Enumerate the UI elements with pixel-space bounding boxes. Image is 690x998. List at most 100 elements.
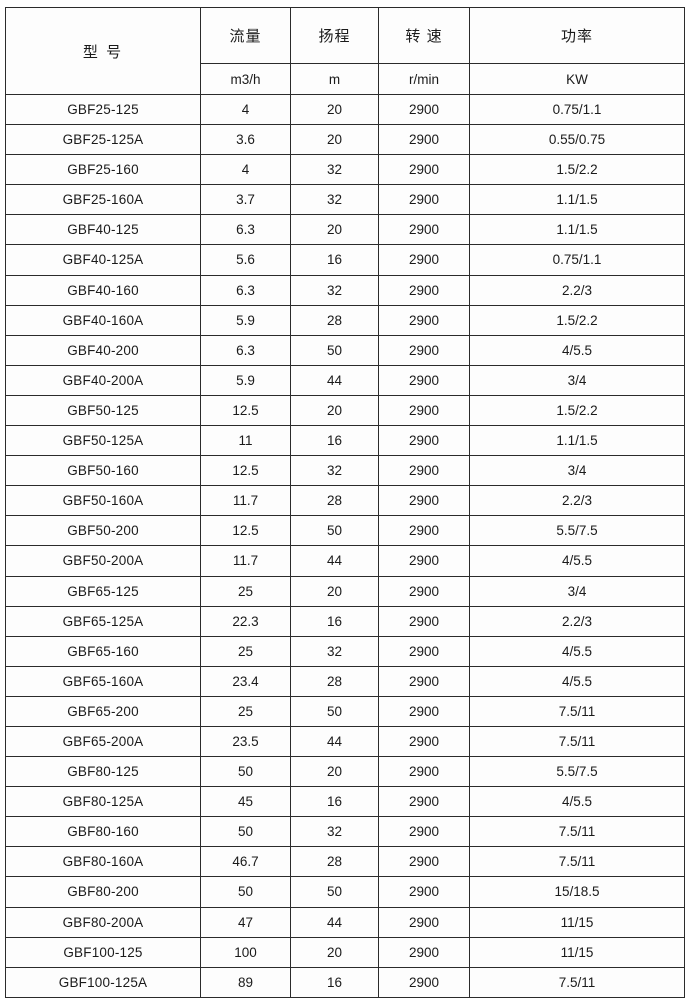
- cell-head: 20: [290, 93, 379, 126]
- table-row: GBF50-160 12.5 32 2900 3/4: [5, 455, 685, 487]
- table-row: GBF40-160A 5.9 28 2900 1.5/2.2: [5, 304, 685, 336]
- cell-model: GBF80-160: [5, 816, 201, 848]
- cell-head: 44: [290, 725, 379, 758]
- cell-speed: 2900: [378, 756, 470, 788]
- cell-speed: 2900: [378, 876, 470, 908]
- cell-model: GBF50-160: [5, 455, 201, 487]
- cell-speed: 2900: [378, 304, 470, 336]
- cell-flow: 11.7: [200, 545, 291, 577]
- cell-speed: 2900: [378, 575, 470, 607]
- cell-power: 3/4: [469, 364, 685, 396]
- cell-power: 0.55/0.75: [469, 124, 685, 156]
- table-row: GBF65-160A 23.4 28 2900 4/5.5: [5, 665, 685, 697]
- cell-flow: 22.3: [200, 605, 291, 637]
- cell-model: GBF25-160A: [5, 184, 201, 216]
- cell-power: 15/18.5: [469, 876, 685, 908]
- cell-head: 20: [290, 936, 379, 968]
- table-row: GBF40-200A 5.9 44 2900 3/4: [5, 364, 685, 396]
- cell-head: 32: [290, 274, 379, 306]
- table-row: GBF100-125 100 20 2900 11/15: [5, 936, 685, 968]
- cell-power: 7.5/11: [469, 725, 685, 758]
- cell-head: 50: [290, 334, 379, 366]
- cell-power: 2.2/3: [469, 605, 685, 637]
- cell-power: 1.1/1.5: [469, 184, 685, 216]
- cell-power: 2.2/3: [469, 485, 685, 517]
- cell-model: GBF100-125: [5, 936, 201, 968]
- cell-speed: 2900: [378, 906, 470, 938]
- cell-flow: 11: [200, 425, 291, 457]
- cell-power: 1.5/2.2: [469, 394, 685, 427]
- cell-flow: 3.6: [200, 124, 291, 156]
- table-row: GBF65-200A 23.5 44 2900 7.5/11: [5, 725, 685, 758]
- column-header-model: 型 号: [5, 7, 201, 95]
- cell-flow: 50: [200, 756, 291, 788]
- cell-model: GBF65-200A: [5, 725, 201, 758]
- cell-power: 0.75/1.1: [469, 93, 685, 126]
- table-row: GBF80-160A 46.7 28 2900 7.5/11: [5, 846, 685, 878]
- table-row: GBF50-125 12.5 20 2900 1.5/2.2: [5, 394, 685, 427]
- cell-head: 50: [290, 695, 379, 727]
- cell-flow: 5.9: [200, 364, 291, 396]
- cell-speed: 2900: [378, 816, 470, 848]
- table-row: GBF40-200 6.3 50 2900 4/5.5: [5, 334, 685, 366]
- table-row: GBF65-160 25 32 2900 4/5.5: [5, 635, 685, 667]
- table-row: GBF65-125A 22.3 16 2900 2.2/3: [5, 605, 685, 637]
- pump-specification-table: 型 号 流量 扬程 转 速 功率 m3/h m r/min KW GBF25-1…: [5, 7, 685, 998]
- cell-head: 32: [290, 455, 379, 487]
- cell-head: 32: [290, 184, 379, 216]
- cell-flow: 50: [200, 816, 291, 848]
- cell-flow: 4: [200, 154, 291, 186]
- cell-head: 28: [290, 485, 379, 517]
- cell-power: 7.5/11: [469, 966, 685, 998]
- cell-power: 11/15: [469, 936, 685, 968]
- cell-head: 44: [290, 364, 379, 396]
- table-row: GBF80-125A 45 16 2900 4/5.5: [5, 786, 685, 818]
- pump-specification-table-wrapper: 型 号 流量 扬程 转 速 功率 m3/h m r/min KW GBF25-1…: [5, 7, 685, 998]
- cell-model: GBF65-125A: [5, 605, 201, 637]
- cell-speed: 2900: [378, 605, 470, 637]
- cell-speed: 2900: [378, 184, 470, 216]
- cell-flow: 50: [200, 876, 291, 908]
- cell-model: GBF80-160A: [5, 846, 201, 878]
- cell-flow: 12.5: [200, 515, 291, 547]
- cell-speed: 2900: [378, 665, 470, 697]
- table-header-row-title: 型 号 流量 扬程 转 速 功率: [5, 7, 685, 95]
- cell-head: 32: [290, 816, 379, 848]
- cell-flow: 47: [200, 906, 291, 938]
- cell-model: GBF50-160A: [5, 485, 201, 517]
- cell-flow: 6.3: [200, 334, 291, 366]
- cell-speed: 2900: [378, 485, 470, 517]
- cell-speed: 2900: [378, 274, 470, 306]
- cell-flow: 11.7: [200, 485, 291, 517]
- cell-flow: 6.3: [200, 214, 291, 246]
- cell-model: GBF40-125A: [5, 244, 201, 276]
- table-row: GBF65-125 25 20 2900 3/4: [5, 575, 685, 607]
- table-row: GBF50-200 12.5 50 2900 5.5/7.5: [5, 515, 685, 547]
- cell-speed: 2900: [378, 515, 470, 547]
- table-body: GBF25-125 4 20 2900 0.75/1.1 GBF25-125A 3.6 20 2…: [5, 93, 685, 998]
- cell-flow: 6.3: [200, 274, 291, 306]
- cell-model: GBF80-200: [5, 876, 201, 908]
- cell-power: 5.5/7.5: [469, 756, 685, 788]
- cell-speed: 2900: [378, 334, 470, 366]
- cell-model: GBF40-125: [5, 214, 201, 246]
- table-row: GBF65-200 25 50 2900 7.5/11: [5, 695, 685, 727]
- cell-head: 16: [290, 605, 379, 637]
- cell-power: 1.1/1.5: [469, 425, 685, 457]
- cell-model: GBF25-160: [5, 154, 201, 186]
- cell-head: 16: [290, 966, 379, 998]
- table-row: GBF80-200A 47 44 2900 11/15: [5, 906, 685, 938]
- cell-head: 44: [290, 906, 379, 938]
- cell-model: GBF40-200: [5, 334, 201, 366]
- cell-model: GBF25-125: [5, 93, 201, 126]
- cell-head: 32: [290, 635, 379, 667]
- cell-speed: 2900: [378, 214, 470, 246]
- cell-speed: 2900: [378, 545, 470, 577]
- cell-speed: 2900: [378, 725, 470, 758]
- cell-power: 7.5/11: [469, 816, 685, 848]
- cell-model: GBF50-125A: [5, 425, 201, 457]
- cell-speed: 2900: [378, 124, 470, 156]
- table-row: GBF80-160 50 32 2900 7.5/11: [5, 816, 685, 848]
- cell-power: 3/4: [469, 455, 685, 487]
- cell-speed: 2900: [378, 154, 470, 186]
